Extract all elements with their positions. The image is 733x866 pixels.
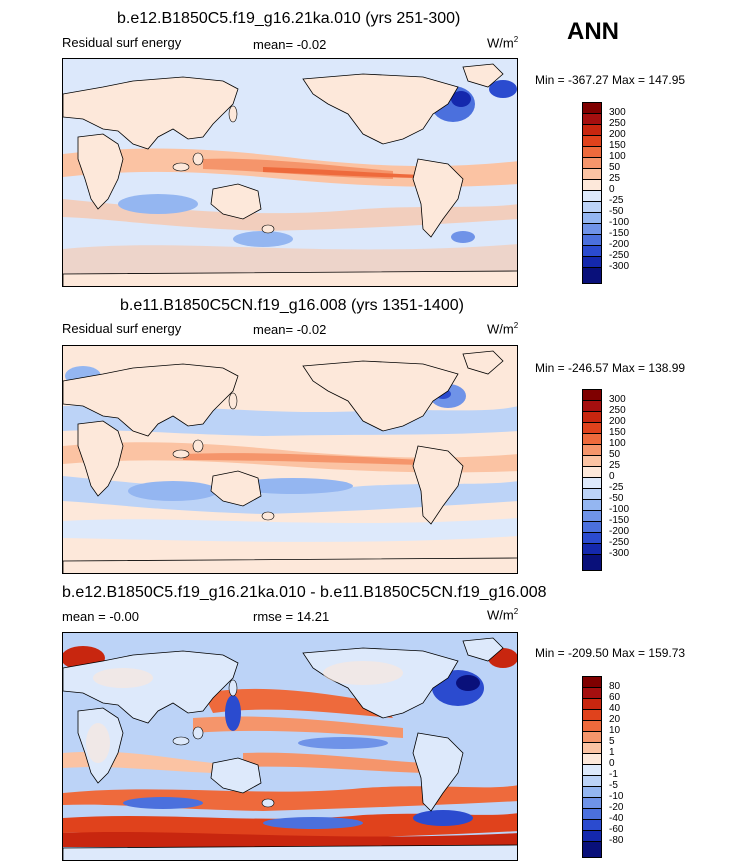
cb3-label: 40 <box>609 703 621 714</box>
cb2-label: -300 <box>609 548 630 559</box>
cb2-label: 200 <box>609 416 626 427</box>
panel2-title: b.e11.B1850C5CN.f19_g16.008 (yrs 1351-14… <box>120 297 464 314</box>
cb2-label: 100 <box>609 438 626 449</box>
cb2-label: 50 <box>609 449 621 460</box>
cb1-label: -200 <box>609 239 630 250</box>
panel3-map <box>62 632 518 861</box>
panel1-title: b.e12.B1850C5.f19_g16.21ka.010 (yrs 251-… <box>117 10 461 27</box>
cb1-label: -250 <box>609 250 630 261</box>
panel2-units: W/m2 <box>487 321 519 337</box>
panel1-mean: mean= -0.02 <box>253 37 327 52</box>
panel1-map <box>62 58 518 287</box>
panel3-colorbar <box>582 676 602 858</box>
panel2-variable-label: Residual surf energy <box>62 321 182 336</box>
cb1-label: 100 <box>609 151 626 162</box>
cb3-label: -1 <box>609 769 618 780</box>
cb2-label: 150 <box>609 427 626 438</box>
cb3-label: 5 <box>609 736 615 747</box>
panel3-mean: mean = -0.00 <box>62 609 139 624</box>
cb3-label: 1 <box>609 747 615 758</box>
panel3-title: b.e12.B1850C5.f19_g16.21ka.010 - b.e11.B… <box>62 584 547 601</box>
cb1-label: -150 <box>609 228 630 239</box>
cb1-label: -25 <box>609 195 624 206</box>
cb2-label: -150 <box>609 515 630 526</box>
cb2-label: 0 <box>609 471 615 482</box>
cb3-label: 0 <box>609 758 615 769</box>
cb1-label: 200 <box>609 129 626 140</box>
cb3-label: -10 <box>609 791 624 802</box>
panel1-minmax: Min = -367.27 Max = 147.95 <box>535 73 686 87</box>
cb1-label: 300 <box>609 107 626 118</box>
season-label: ANN <box>567 18 619 45</box>
cb1-label: -100 <box>609 217 630 228</box>
cb2-label: -50 <box>609 493 624 504</box>
cb1-label: -50 <box>609 206 624 217</box>
cb2-label: 25 <box>609 460 621 471</box>
panel2-minmax: Min = -246.57 Max = 138.99 <box>535 361 686 375</box>
panel2-mean: mean= -0.02 <box>253 322 327 337</box>
cb3-label: 80 <box>609 681 621 692</box>
cb3-label: 20 <box>609 714 621 725</box>
cb3-label: 60 <box>609 692 621 703</box>
cb2-label: 250 <box>609 405 626 416</box>
cb3-label: -20 <box>609 802 624 813</box>
cb2-label: -250 <box>609 537 630 548</box>
cb2-label: -200 <box>609 526 630 537</box>
cb1-label: 25 <box>609 173 621 184</box>
panel2-colorbar <box>582 389 602 571</box>
panel3-units: W/m2 <box>487 607 519 623</box>
panel1-units: W/m2 <box>487 35 519 51</box>
panel3-rmse: rmse = 14.21 <box>253 609 330 624</box>
cb3-label: -5 <box>609 780 618 791</box>
cb3-label: -80 <box>609 835 624 846</box>
panel2-map <box>62 345 518 574</box>
panel1-variable-label: Residual surf energy <box>62 35 182 50</box>
cb1-label: 50 <box>609 162 621 173</box>
cb2-label: -100 <box>609 504 630 515</box>
cb3-label: 10 <box>609 725 621 736</box>
cb2-label: -25 <box>609 482 624 493</box>
cb3-label: -60 <box>609 824 624 835</box>
cb1-label: 250 <box>609 118 626 129</box>
panel1-colorbar <box>582 102 602 284</box>
cb2-label: 300 <box>609 394 626 405</box>
cb3-label: -40 <box>609 813 624 824</box>
cb1-label: 0 <box>609 184 615 195</box>
cb1-label: 150 <box>609 140 626 151</box>
panel3-minmax: Min = -209.50 Max = 159.73 <box>535 646 686 660</box>
cb1-label: -300 <box>609 261 630 272</box>
